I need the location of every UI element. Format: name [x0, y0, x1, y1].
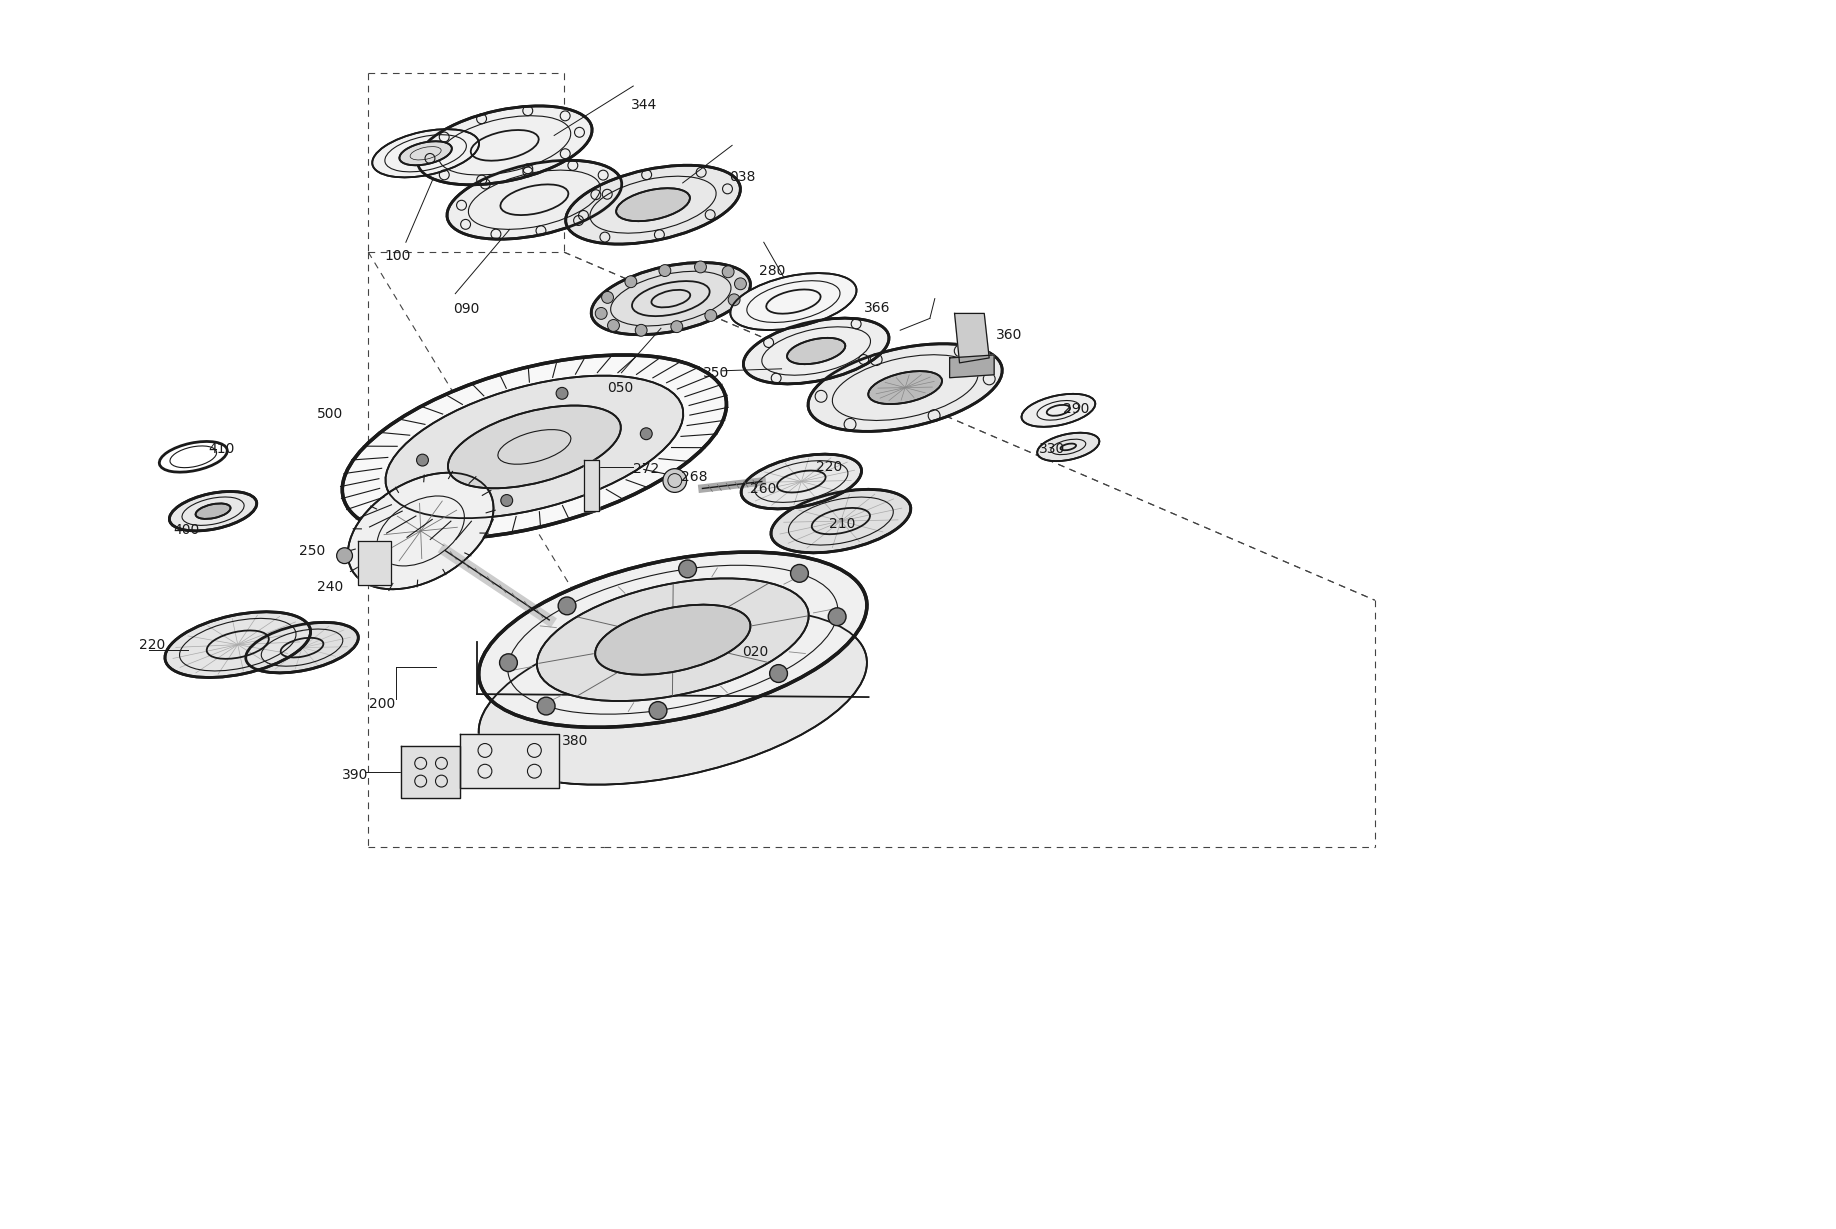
- Text: 290: 290: [1063, 402, 1091, 417]
- Polygon shape: [358, 541, 391, 585]
- Ellipse shape: [808, 344, 1002, 431]
- Ellipse shape: [617, 188, 690, 221]
- Ellipse shape: [479, 552, 867, 728]
- Text: 330: 330: [1039, 442, 1065, 456]
- Polygon shape: [461, 734, 560, 788]
- Circle shape: [635, 324, 646, 337]
- Ellipse shape: [591, 263, 751, 334]
- Circle shape: [670, 321, 683, 333]
- Text: 366: 366: [863, 301, 890, 315]
- Circle shape: [556, 387, 567, 399]
- Text: 350: 350: [703, 366, 729, 380]
- Text: 390: 390: [341, 768, 367, 782]
- Ellipse shape: [771, 489, 911, 553]
- Text: 344: 344: [632, 98, 657, 112]
- Text: 038: 038: [729, 170, 756, 184]
- Text: 250: 250: [299, 543, 325, 558]
- Polygon shape: [955, 313, 990, 363]
- Text: 090: 090: [453, 301, 479, 316]
- Ellipse shape: [595, 605, 751, 675]
- Polygon shape: [584, 460, 599, 511]
- Ellipse shape: [536, 579, 808, 701]
- Circle shape: [650, 702, 666, 719]
- Circle shape: [722, 265, 734, 278]
- Ellipse shape: [1037, 433, 1100, 461]
- Circle shape: [499, 654, 518, 671]
- Ellipse shape: [165, 612, 310, 677]
- Circle shape: [734, 278, 747, 290]
- Polygon shape: [949, 355, 993, 377]
- Ellipse shape: [196, 504, 231, 519]
- Ellipse shape: [347, 473, 494, 589]
- Ellipse shape: [341, 355, 727, 538]
- Text: 400: 400: [174, 524, 200, 537]
- Text: 360: 360: [997, 328, 1023, 342]
- Text: 220: 220: [140, 638, 165, 651]
- Circle shape: [828, 608, 846, 626]
- Circle shape: [501, 494, 512, 506]
- Ellipse shape: [731, 273, 857, 331]
- Text: 210: 210: [830, 517, 856, 531]
- Text: 240: 240: [318, 580, 343, 595]
- Ellipse shape: [417, 106, 591, 184]
- Ellipse shape: [868, 371, 942, 404]
- Text: 020: 020: [742, 645, 767, 659]
- Circle shape: [336, 548, 353, 564]
- Ellipse shape: [744, 318, 889, 383]
- Circle shape: [558, 597, 577, 614]
- Text: 280: 280: [758, 264, 786, 278]
- Text: 220: 220: [817, 460, 843, 473]
- Ellipse shape: [373, 129, 479, 177]
- Circle shape: [417, 455, 428, 466]
- Circle shape: [679, 560, 696, 578]
- Circle shape: [791, 564, 808, 583]
- Ellipse shape: [386, 376, 683, 519]
- Text: 410: 410: [207, 442, 235, 456]
- Ellipse shape: [565, 165, 740, 245]
- Text: 272: 272: [633, 462, 659, 476]
- Circle shape: [608, 320, 619, 332]
- Text: 260: 260: [749, 482, 777, 495]
- Circle shape: [729, 294, 740, 306]
- Circle shape: [595, 307, 608, 320]
- Circle shape: [602, 291, 613, 304]
- Ellipse shape: [400, 141, 452, 165]
- Circle shape: [663, 468, 687, 493]
- Circle shape: [705, 310, 716, 322]
- Circle shape: [694, 261, 707, 273]
- Ellipse shape: [1021, 393, 1096, 426]
- Circle shape: [624, 275, 637, 288]
- Circle shape: [659, 264, 670, 277]
- Ellipse shape: [788, 338, 845, 364]
- Text: 200: 200: [369, 697, 395, 712]
- Circle shape: [769, 665, 788, 682]
- Circle shape: [538, 697, 554, 715]
- Text: 100: 100: [384, 249, 411, 263]
- Ellipse shape: [479, 610, 867, 784]
- Ellipse shape: [446, 160, 622, 240]
- Polygon shape: [400, 746, 461, 798]
- Text: 500: 500: [318, 407, 343, 422]
- Text: 050: 050: [608, 381, 633, 395]
- Ellipse shape: [742, 455, 861, 509]
- Ellipse shape: [448, 406, 621, 488]
- Text: 380: 380: [562, 734, 589, 747]
- Ellipse shape: [169, 492, 257, 531]
- Text: 268: 268: [681, 469, 707, 484]
- Circle shape: [641, 428, 652, 440]
- Ellipse shape: [246, 622, 358, 672]
